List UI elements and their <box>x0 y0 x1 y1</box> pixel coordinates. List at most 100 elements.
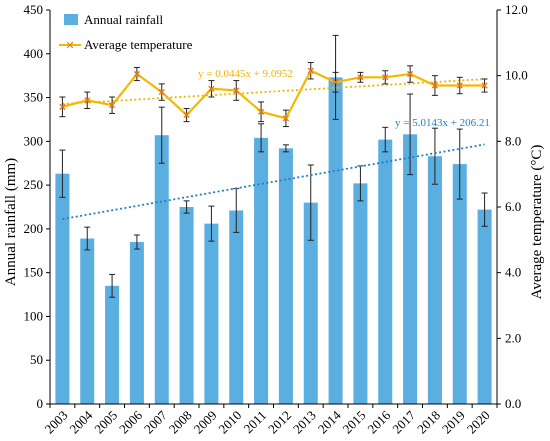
temperature-point <box>382 74 389 81</box>
rainfall-bar <box>129 242 144 404</box>
rainfall-bar <box>254 137 269 404</box>
x-tick-label: 2004 <box>66 407 95 436</box>
y2-tick-label: 6.0 <box>505 199 521 214</box>
temperature-point <box>406 70 414 78</box>
y-axis-title: Annual rainfall (mm) <box>3 158 19 286</box>
rainfall-bar <box>80 238 95 404</box>
x-tick-label: 2007 <box>141 407 170 436</box>
temperature-point <box>233 87 240 94</box>
temperature-marker-stroke <box>332 79 339 86</box>
trendlines-layer <box>62 78 485 220</box>
temperature-point <box>208 85 215 92</box>
temperature-marker-stroke <box>257 108 265 115</box>
x-tick-label: 2003 <box>42 408 71 437</box>
temperature-point <box>108 102 116 109</box>
rainfall-bar <box>452 164 467 404</box>
rainfall-bar <box>328 77 343 404</box>
rainfall-bar <box>154 135 169 404</box>
temperature-marker-stroke <box>84 97 91 104</box>
temperature-marker-stroke <box>431 82 439 89</box>
temperature-marker-stroke <box>307 67 314 74</box>
x-tick-label: 2015 <box>340 408 369 437</box>
temperature-marker-stroke <box>59 103 66 110</box>
temperature-point <box>431 82 439 89</box>
y2-tick-label: 8.0 <box>505 133 521 148</box>
x-tick-label: 2010 <box>215 408 244 437</box>
rainfall-bar <box>55 173 70 404</box>
rainfall-bar <box>229 210 244 404</box>
x-tick-label: 2009 <box>191 408 220 437</box>
y-tick-label: 450 <box>24 2 44 17</box>
x-tick-label: 2019 <box>439 408 468 437</box>
rainfall-trendline <box>62 143 485 220</box>
temperature-marker-stroke <box>208 85 215 92</box>
temperature-point <box>257 108 265 115</box>
x-tick-label: 2008 <box>166 408 195 437</box>
temperature-point <box>158 88 165 96</box>
y2-tick-label: 10.0 <box>505 68 528 83</box>
x-tick-label: 2017 <box>389 407 418 436</box>
temperature-marker-stroke <box>233 87 240 94</box>
temperature-point <box>282 115 290 122</box>
temperature-point <box>183 111 190 119</box>
y2-tick-label: 0.0 <box>505 396 521 411</box>
rainfall-bar <box>403 134 418 404</box>
legend-label-rainfall: Annual rainfall <box>84 12 163 27</box>
y-tick-label: 400 <box>24 46 44 61</box>
y2-tick-label: 12.0 <box>505 2 528 17</box>
legend-swatch-rainfall <box>64 14 78 25</box>
y-tick-label: 50 <box>30 352 43 367</box>
rainfall-bar <box>179 207 194 404</box>
temperature-point <box>133 70 141 78</box>
y-tick-label: 0 <box>37 396 44 411</box>
rainfall-bar <box>303 202 318 404</box>
legend: Annual rainfall ✕ Average temperature <box>59 12 193 52</box>
x-tick-label: 2012 <box>265 408 294 437</box>
x-tick-label: 2013 <box>290 408 319 437</box>
y2-tick-label: 2.0 <box>505 330 521 345</box>
rainfall-bar <box>378 139 393 405</box>
y-tick-label: 350 <box>24 90 44 105</box>
temperature-point <box>456 82 463 89</box>
temperature-marker-stroke <box>456 82 463 89</box>
temperature-marker-stroke <box>158 88 165 96</box>
labels-layer: 0 50 100 150 200 250 300 350 400 450 0.0 2.0 4.0 6.0 8… <box>24 2 528 437</box>
temperature-marker-stroke <box>108 102 116 109</box>
rainfall-bar <box>278 148 293 404</box>
rainfall-bar <box>477 209 492 404</box>
y-tick-label: 250 <box>24 177 44 192</box>
temperature-point <box>332 79 339 86</box>
temperature-marker-stroke <box>382 74 389 81</box>
x-tick-label: 2011 <box>241 408 270 437</box>
y-tick-label: 100 <box>24 308 44 323</box>
temperature-marker-stroke <box>282 115 290 122</box>
temperature-point <box>59 103 66 110</box>
temperature-point <box>307 67 314 74</box>
x-tick-label: 2020 <box>464 408 493 437</box>
rainfall-bar <box>105 285 120 404</box>
temperature-point <box>481 82 488 89</box>
x-tick-label: 2018 <box>414 408 443 437</box>
temperature-trendline <box>62 78 485 105</box>
rainfall-bar <box>427 156 442 404</box>
rainfall-bar <box>204 223 219 404</box>
temperature-trend-equation: y = 0.0445x + 9.0952 <box>198 68 293 80</box>
x-tick-label: 2016 <box>364 407 393 436</box>
x-tick-label: 2005 <box>91 408 120 437</box>
temperature-line <box>62 69 485 120</box>
temperature-line-layer <box>59 62 488 128</box>
temperature-marker-stroke <box>481 82 488 89</box>
temperature-marker-stroke <box>183 111 190 119</box>
temperature-point <box>357 74 364 81</box>
legend-marker-temperature: ✕ <box>65 39 74 52</box>
axes-layer <box>46 9 501 408</box>
y2-tick-label: 4.0 <box>505 265 521 280</box>
y-tick-label: 300 <box>24 133 44 148</box>
x-tick-label: 2014 <box>315 407 344 436</box>
y-tick-label: 200 <box>24 221 44 236</box>
bars-layer <box>55 34 492 405</box>
temperature-marker-stroke <box>357 74 364 81</box>
y-tick-label: 150 <box>24 265 44 280</box>
